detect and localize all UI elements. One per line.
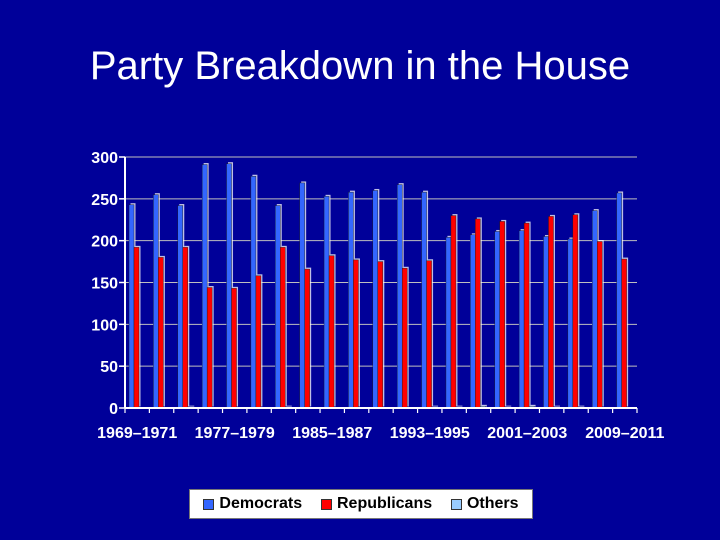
y-tick-labels: 0 50 100 150 200 250 300 [91,150,118,418]
bar-republicans [572,214,579,409]
y-tick-label: 200 [91,234,118,251]
bar-republicans [280,247,286,409]
bar-republicans [499,221,505,409]
bar-republicans [426,260,432,409]
x-tick-label: 2009–2011 [585,425,664,442]
y-tick-label: 250 [91,192,118,209]
x-tick-label: 1985–1987 [292,425,372,442]
bar-democrats [470,234,476,409]
x-tick-label: 1969–1971 [97,425,177,442]
bar-republicans [304,268,310,409]
bar-democrats [445,237,452,409]
bar-democrats [518,230,525,409]
bar-democrats [543,236,549,409]
x-tick-label: 1993–1995 [390,425,470,442]
legend-swatch-others [450,498,462,510]
bar-highlight [286,405,292,407]
bar-democrats [372,190,379,409]
legend-item-republicans: Republicans [320,495,433,513]
legend-swatch-democrats [203,498,215,510]
axes [124,157,638,413]
bar-republicans [182,247,188,409]
legend-swatch-republicans [320,498,332,510]
bar-democrats [494,231,500,409]
slide-title: Party Breakdown in the House [89,44,631,88]
bar-democrats [201,164,208,409]
bar-highlight [457,405,463,407]
legend-item-others: Others [450,495,519,513]
bar-republicans [328,255,335,409]
bar-highlight [506,405,512,407]
x-tick-label: 2001–2003 [487,425,567,442]
bar-republicans [548,216,554,409]
bar-republicans [377,261,384,409]
bar-democrats [275,205,281,409]
y-tick-label: 100 [91,317,118,334]
bar-highlight [189,405,195,407]
legend-label-others: Others [466,495,519,512]
y-tick-label: 300 [91,150,118,167]
bar-republicans [401,268,408,409]
bar-democrats [421,191,427,409]
bar-highlight [433,405,439,407]
legend-item-democrats: Democrats [203,495,302,513]
bar-democrats [567,238,574,409]
bar-republicans [353,259,359,409]
bar-highlight [554,405,560,407]
bar-democrats [592,210,598,409]
bar-democrats [616,192,622,409]
legend-label-democrats: Democrats [219,495,303,512]
bar-highlight [530,404,536,407]
bar-democrats [250,176,257,409]
bar-highlight [481,404,487,407]
x-tick-label: 1977–1979 [195,425,275,442]
bar-republicans [475,218,481,409]
bar-republicans [621,258,627,409]
bar-democrats [323,196,330,409]
y-tick-label: 150 [91,276,118,293]
bar-republicans [523,222,530,409]
bar-republicans [231,288,237,409]
bar-republicans [133,247,140,409]
bar-democrats [128,204,135,409]
bar-republicans [255,275,262,409]
bar-republicans [450,215,457,409]
y-tick-label: 50 [100,359,118,376]
bar-republicans [597,241,603,409]
bar-democrats [396,184,403,409]
bar-republicans [158,257,164,409]
bar-democrats [348,191,354,409]
bar-democrats [299,182,305,409]
bar-republicans [206,287,213,409]
bar-democrats [177,205,183,409]
bar-democrats [153,194,159,409]
bar-highlight [579,405,585,407]
y-tick-label: 0 [109,401,118,418]
legend-label-republicans: Republicans [336,495,433,512]
x-tick-labels: 1969–1971 1977–1979 1985–1987 1993–1995 2001… [97,425,664,442]
legend: Democrats Republicans Others [189,489,533,519]
bar-democrats [226,163,232,409]
